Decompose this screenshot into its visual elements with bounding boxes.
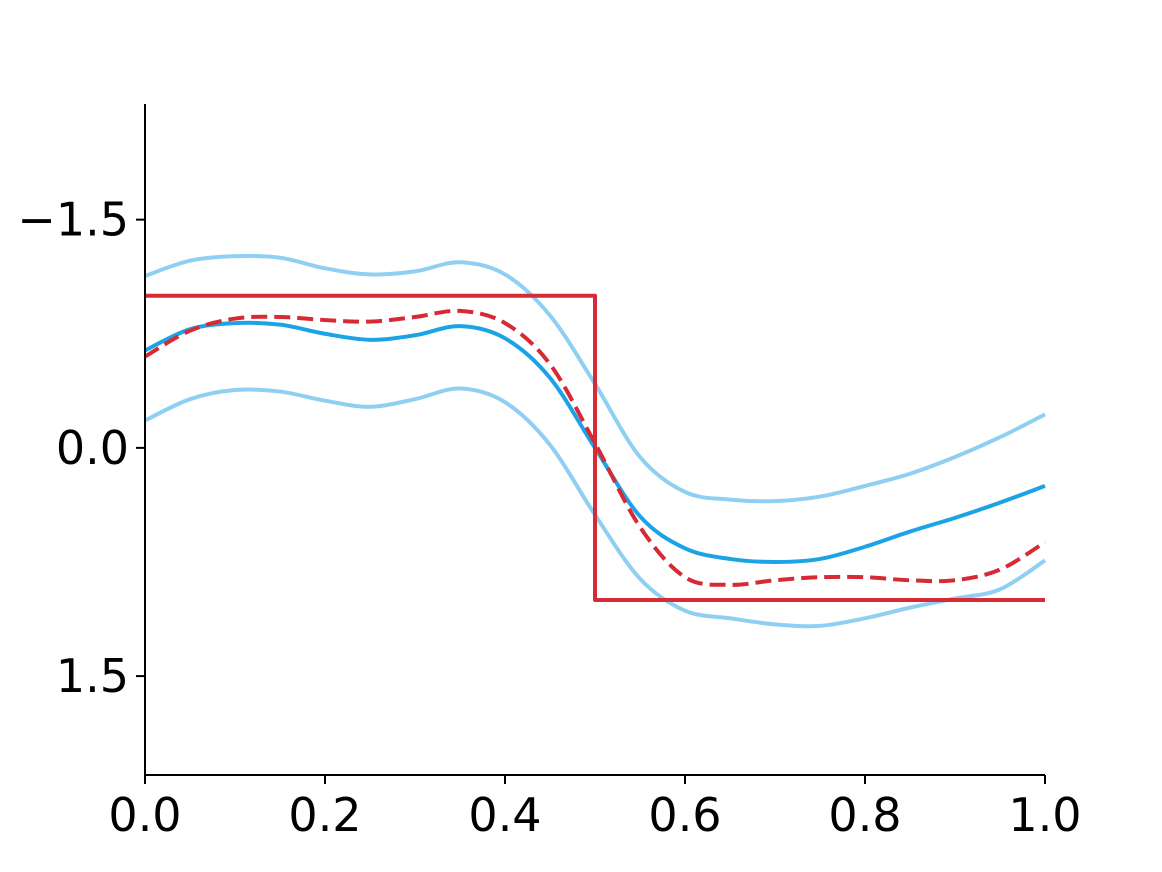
series-layer: [143, 253, 1047, 629]
x-tick-label: 0.0: [108, 788, 181, 842]
x-tick-label: 0.2: [288, 788, 361, 842]
x-tick-label: 0.6: [648, 788, 721, 842]
x-tick-label: 1.0: [1008, 788, 1081, 842]
series-line-true-step: [145, 293, 1045, 603]
y-tick-label: −1.5: [17, 193, 129, 247]
x-tick-label: 0.4: [468, 788, 541, 842]
series-line-estimate-dashed: [143, 308, 1047, 587]
x-tick-label: 0.8: [828, 788, 901, 842]
y-axis-ticks: −1.5 0.0 1.5: [17, 193, 145, 703]
x-axis-ticks: 0.0 0.2 0.4 0.6 0.8 1.0: [108, 775, 1082, 842]
y-tick-label: 0.0: [56, 421, 129, 475]
y-tick-label: 1.5: [56, 649, 129, 703]
